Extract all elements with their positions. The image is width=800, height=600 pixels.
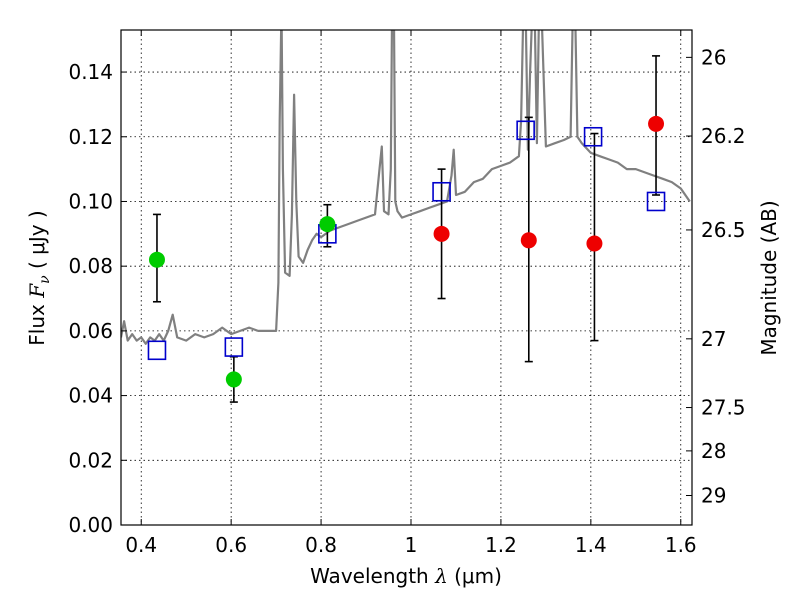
x-tick-label: 1.2 [485,533,517,557]
model-band-square [432,181,451,202]
y2-axis-label: Magnitude (AB) [757,200,781,355]
y2-tick-label: 26.5 [701,218,746,242]
x-tick-label: 0.4 [125,533,157,557]
y2-tick-label: 28 [701,439,726,463]
x-tick-label: 1.6 [665,533,697,557]
grid [121,30,692,526]
template-spectrum-line [121,30,691,345]
x-tick-label: 0.8 [305,533,337,557]
y-axis-label: Flux Fν ( μJy ) [25,210,53,345]
model-band-square [224,337,244,357]
red-data-point [586,235,603,252]
x-tick-label: 1.4 [575,533,607,557]
green-data-point [319,216,336,233]
red-data-point [648,115,665,132]
x-tick-label: 0.6 [215,533,247,557]
plot-frame [120,29,693,526]
y2-tick-label: 27.5 [701,396,746,420]
model-band-square [583,126,603,147]
ticks: 0.4 0.6 0.8 1 1.2 1.4 1.6 0.00 0.02 0.04 0.06 0.08 0… [68,30,746,557]
model-band-square [516,120,535,141]
y-tick-label: 0.12 [68,125,113,149]
red-data-point [433,225,450,242]
y-tick-label: 0.02 [68,448,113,472]
x-tick-label: 1 [405,533,418,557]
y2-tick-label: 26.2 [701,124,746,148]
x-axis-label: Wavelength λ (μm) [310,564,502,588]
y2-tick-label: 29 [701,483,726,507]
model-band-square [147,340,167,361]
y-tick-label: 0.00 [68,513,113,537]
green-data-point [225,371,242,388]
data-layer [121,30,691,403]
y2-tick-label: 27 [701,327,726,351]
y-tick-label: 0.06 [68,319,113,343]
red-data-point [520,232,537,249]
green-data-point [148,251,165,268]
y2-tick-label: 26 [701,45,726,69]
y-tick-label: 0.14 [68,60,113,84]
y-tick-label: 0.10 [68,189,113,213]
y-tick-label: 0.08 [68,254,113,278]
model-band-square [646,191,666,212]
y-tick-label: 0.04 [68,384,113,408]
